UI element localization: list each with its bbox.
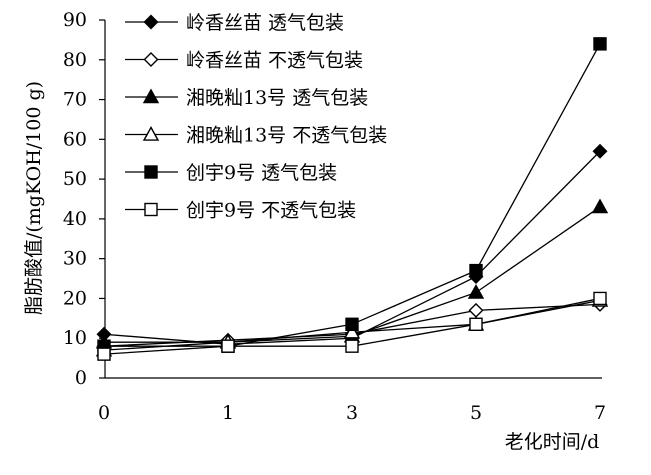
data-point [592,143,608,159]
x-tick-label: 0 [98,402,110,424]
legend-marker [142,88,160,104]
data-point [468,302,484,318]
legend-label: 湘晚籼13号 不透气包装 [186,125,387,147]
y-tick-label: 40 [63,208,87,230]
data-point [467,284,485,299]
y-tick-label: 20 [63,287,87,309]
y-tick-label: 50 [63,168,87,190]
y-tick-label: 30 [63,248,87,270]
y-tick-label: 90 [63,9,87,31]
y-tick-label: 60 [63,128,87,150]
legend-marker [143,14,159,30]
y-tick-label: 70 [63,89,87,111]
legend-label: 创宇9号 透气包装 [186,162,337,184]
legend-marker [143,52,159,67]
data-point [221,339,235,353]
x-axis-label: 老化时间/d [505,431,600,453]
y-tick-label: 0 [75,367,87,389]
x-tick-label: 5 [470,402,482,424]
legend-label: 创宇9号 不透气包装 [186,200,356,222]
data-point [593,37,607,51]
data-point [469,317,483,331]
y-tick-label: 10 [63,327,87,349]
legend-marker [144,202,158,217]
data-point [593,291,607,306]
data-point [97,347,111,361]
data-point [591,198,609,214]
y-tick-label: 80 [63,49,87,71]
chart-axes: 0 10 20 30 40 50 60 70 80 90 0 1 3 5 7 [63,9,606,424]
legend-marker [142,126,160,141]
legend-label: 岭香丝苗 不透气包装 [186,50,363,72]
series-markers [95,37,609,361]
data-point [345,317,359,331]
x-tick-label: 1 [222,402,234,424]
legend-label: 岭香丝苗 透气包装 [186,12,344,34]
legend-label: 湘晚籼13号 透气包装 [186,87,368,109]
data-point [469,263,483,278]
legend-marker [144,165,158,179]
data-point [343,323,361,339]
x-tick-label: 7 [594,402,606,424]
data-point [345,339,359,353]
x-tick-label: 3 [346,402,358,424]
y-axis-label: 脂肪酸值/(mgKOH/100 g) [23,81,45,315]
